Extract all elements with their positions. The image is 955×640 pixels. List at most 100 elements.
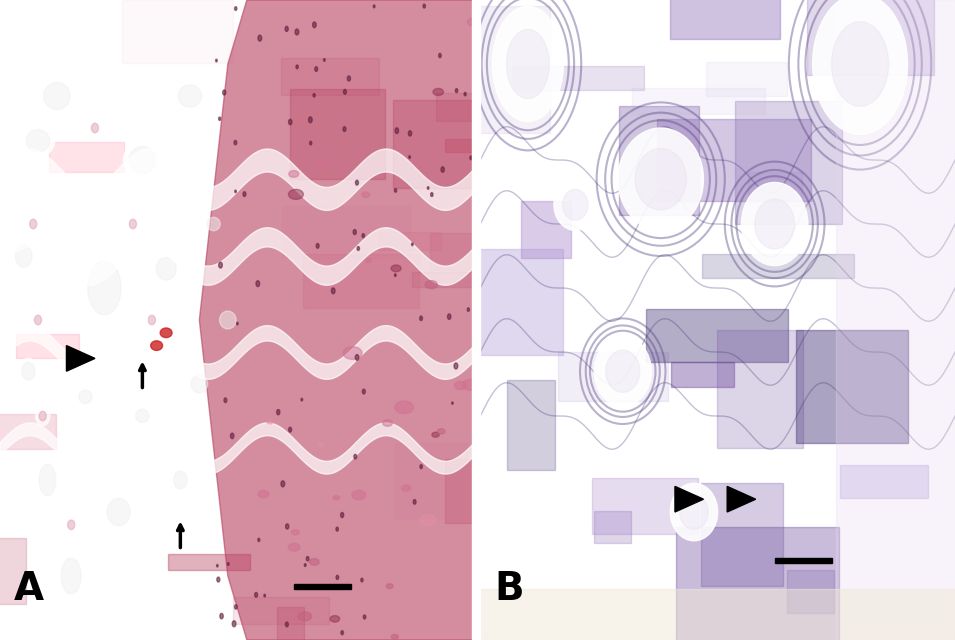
Bar [394,443,467,518]
Ellipse shape [355,180,358,185]
Ellipse shape [341,513,344,518]
Bar [393,100,528,188]
Ellipse shape [217,577,220,582]
Ellipse shape [354,454,356,459]
Ellipse shape [296,65,298,68]
Ellipse shape [219,262,223,268]
Ellipse shape [754,199,795,249]
Ellipse shape [216,307,240,333]
Ellipse shape [383,420,393,426]
Ellipse shape [235,6,237,10]
Bar [430,233,486,270]
Ellipse shape [68,520,74,530]
Ellipse shape [136,410,149,422]
Ellipse shape [129,147,156,173]
Ellipse shape [506,29,549,99]
Bar [0,538,26,604]
Ellipse shape [312,22,316,28]
Text: B: B [495,570,524,608]
Ellipse shape [409,156,411,159]
Bar [477,248,562,355]
Bar [787,570,834,613]
Bar [304,254,418,308]
Bar [16,333,79,358]
Bar [282,206,411,258]
Bar [445,459,479,523]
Bar [277,607,304,640]
Ellipse shape [464,92,466,96]
Ellipse shape [160,328,172,338]
Polygon shape [200,0,475,640]
Ellipse shape [373,5,375,8]
Ellipse shape [102,493,136,531]
Ellipse shape [455,381,467,390]
Ellipse shape [123,141,161,179]
Ellipse shape [204,214,223,234]
Ellipse shape [39,411,46,421]
Ellipse shape [298,612,311,621]
Ellipse shape [286,26,288,31]
Ellipse shape [391,265,401,272]
Bar [796,330,908,443]
Ellipse shape [237,323,238,325]
Ellipse shape [670,483,718,541]
Ellipse shape [22,362,35,380]
Ellipse shape [148,315,156,325]
Bar [670,0,779,39]
Bar [168,554,250,570]
Ellipse shape [79,390,92,404]
Ellipse shape [402,485,411,492]
Ellipse shape [232,621,236,627]
Bar [294,584,351,589]
Ellipse shape [224,398,227,403]
Ellipse shape [362,389,366,394]
Ellipse shape [594,336,651,406]
Bar [594,511,630,543]
Ellipse shape [152,253,180,285]
Ellipse shape [317,442,325,447]
Bar [50,141,123,172]
Ellipse shape [15,244,32,268]
Ellipse shape [207,217,221,231]
Ellipse shape [363,615,366,619]
Ellipse shape [313,93,315,97]
Ellipse shape [217,564,218,567]
Ellipse shape [394,401,414,413]
Ellipse shape [308,117,312,123]
Bar [632,88,765,115]
Ellipse shape [30,219,37,228]
Ellipse shape [336,527,338,531]
Bar [717,330,803,448]
Ellipse shape [220,311,236,329]
Ellipse shape [336,575,339,579]
Ellipse shape [88,118,102,138]
Ellipse shape [288,171,299,177]
Ellipse shape [392,634,398,639]
Bar [513,66,645,90]
Ellipse shape [35,458,59,502]
Ellipse shape [351,490,366,500]
Ellipse shape [286,622,288,627]
Ellipse shape [295,29,299,35]
Ellipse shape [258,490,269,498]
Bar [559,353,668,401]
Bar [233,596,329,624]
Bar [281,58,379,95]
Ellipse shape [266,420,273,424]
Ellipse shape [309,141,312,145]
Ellipse shape [462,380,478,390]
Ellipse shape [44,83,71,109]
Ellipse shape [433,88,443,95]
Ellipse shape [605,350,640,392]
Ellipse shape [330,616,340,622]
Ellipse shape [420,465,422,468]
Bar [748,172,802,207]
Ellipse shape [34,315,41,325]
Ellipse shape [258,538,260,541]
Ellipse shape [88,261,121,315]
Bar [735,100,842,225]
Ellipse shape [357,246,359,250]
Ellipse shape [355,355,359,360]
Ellipse shape [341,630,344,635]
Ellipse shape [107,499,130,525]
